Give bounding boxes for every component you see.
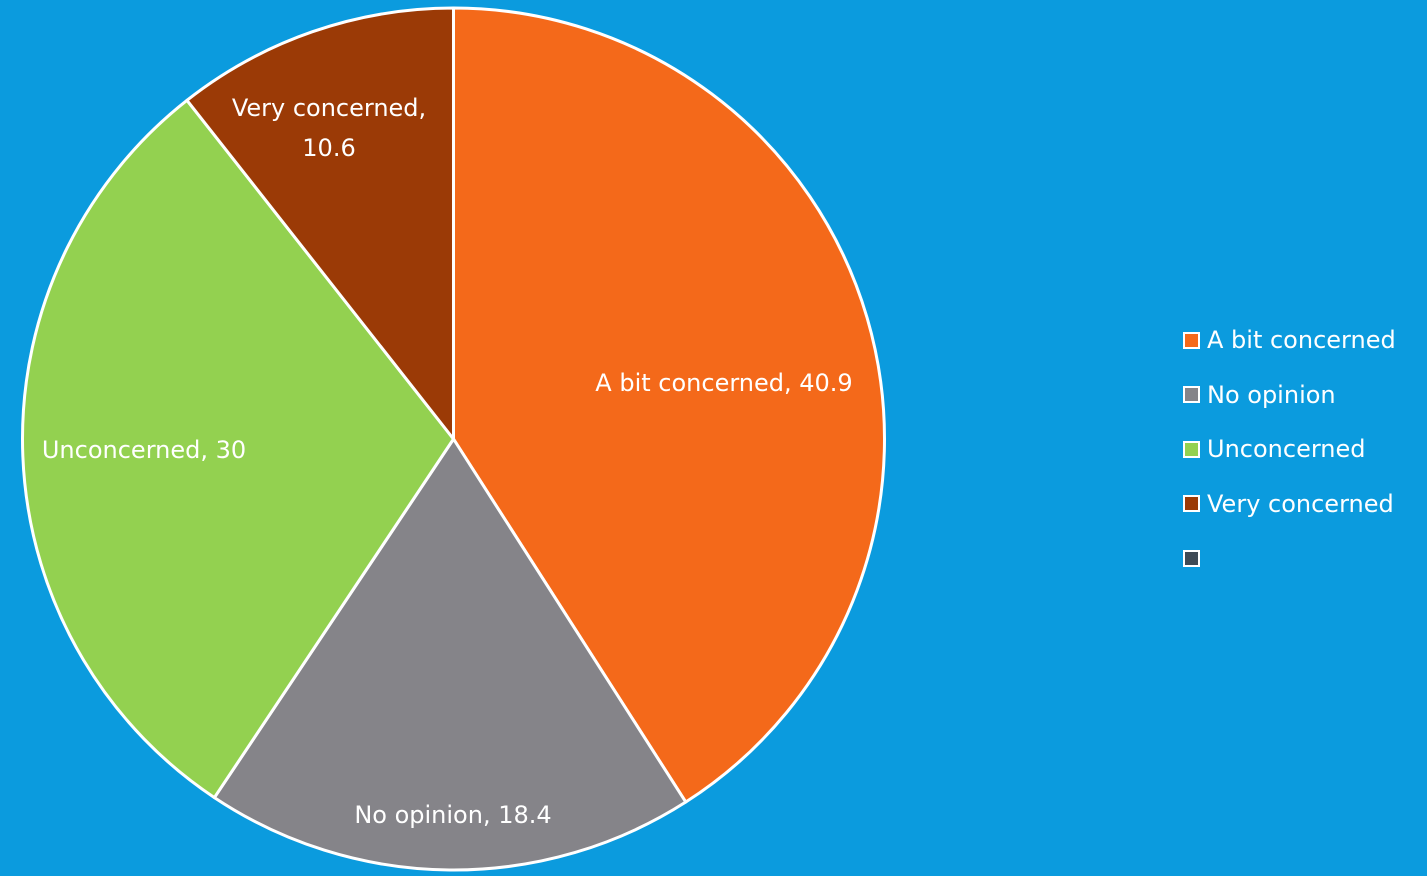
legend-swatch	[1183, 549, 1200, 567]
data-label-a-bit-concerned: A bit concerned, 40.9	[595, 369, 852, 397]
legend-item-unconcerned: Unconcerned	[1183, 422, 1423, 477]
legend-swatch	[1183, 386, 1200, 404]
legend-item-no-opinion: No opinion	[1183, 368, 1423, 423]
data-label-unconcerned: Unconcerned, 30	[42, 436, 246, 464]
legend-item-blank	[1183, 531, 1423, 586]
legend-label: Unconcerned	[1207, 435, 1366, 464]
data-label-line: Very concerned,	[232, 94, 426, 122]
pie-slice-unconcerned	[21, 98, 455, 800]
legend-label: No opinion	[1207, 380, 1336, 409]
pie-slice-a-bit-concerned	[452, 6, 886, 804]
legend-item-very-concerned: Very concerned	[1183, 477, 1423, 532]
data-label-very-concerned: Very concerned, 10.6	[232, 94, 426, 162]
legend-swatch	[1183, 495, 1200, 513]
data-label-line: 10.6	[302, 134, 355, 162]
pie-slices	[21, 6, 886, 872]
pie-slice-no-opinion	[212, 437, 688, 872]
pie-slice-very-concerned	[185, 6, 455, 441]
legend-item-a-bit-concerned: A bit concerned	[1183, 313, 1423, 368]
chart-legend: A bit concerned No opinion Unconcerned Very…	[1183, 313, 1423, 586]
legend-label: Very concerned	[1207, 489, 1394, 518]
pie-data-labels: A bit concerned, 40.9 No opinion, 18.4 Unc…	[42, 94, 853, 829]
legend-swatch	[1183, 440, 1200, 458]
data-label-no-opinion: No opinion, 18.4	[354, 801, 551, 829]
legend-label: A bit concerned	[1207, 326, 1396, 355]
legend-swatch	[1183, 331, 1200, 349]
